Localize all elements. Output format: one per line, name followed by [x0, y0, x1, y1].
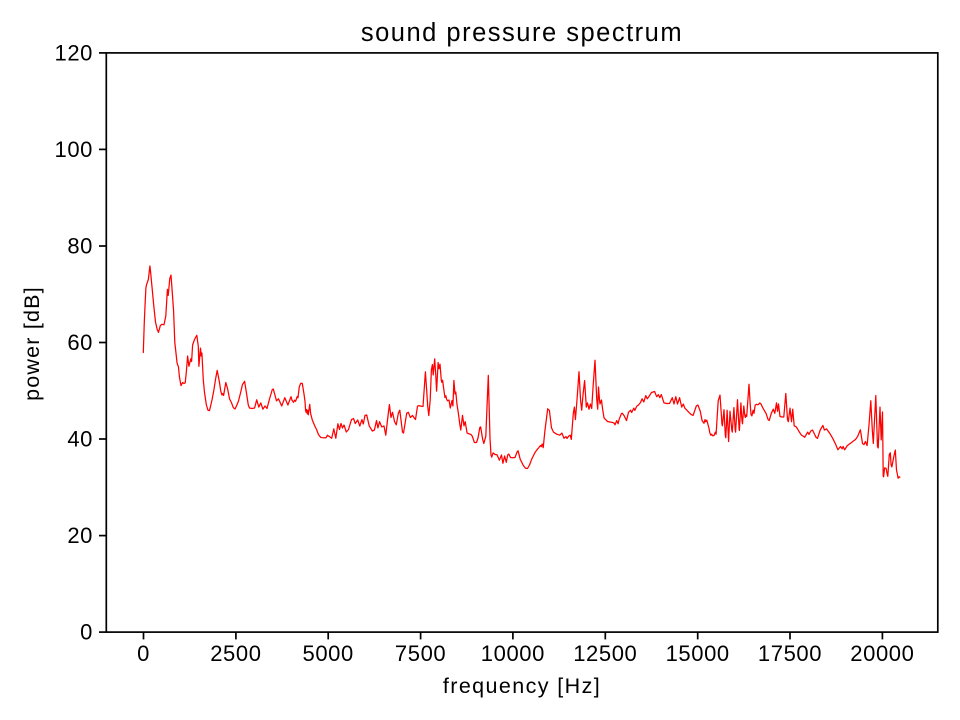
- svg-text:frequency [Hz]: frequency [Hz]: [443, 674, 601, 698]
- svg-text:100: 100: [54, 137, 93, 162]
- svg-text:7500: 7500: [395, 641, 446, 666]
- svg-text:10000: 10000: [481, 641, 545, 666]
- svg-text:power [dB]: power [dB]: [20, 286, 44, 401]
- svg-text:0: 0: [137, 641, 150, 666]
- svg-text:17500: 17500: [758, 641, 822, 666]
- svg-text:sound pressure spectrum: sound pressure spectrum: [361, 19, 683, 47]
- svg-text:120: 120: [54, 41, 93, 66]
- svg-text:15000: 15000: [666, 641, 730, 666]
- svg-text:20: 20: [67, 523, 93, 548]
- svg-text:12500: 12500: [573, 641, 637, 666]
- svg-text:60: 60: [67, 330, 93, 355]
- svg-text:20000: 20000: [850, 641, 914, 666]
- svg-text:80: 80: [67, 234, 93, 259]
- svg-text:5000: 5000: [303, 641, 354, 666]
- svg-text:2500: 2500: [210, 641, 261, 666]
- svg-text:40: 40: [67, 427, 93, 452]
- svg-text:0: 0: [80, 620, 93, 645]
